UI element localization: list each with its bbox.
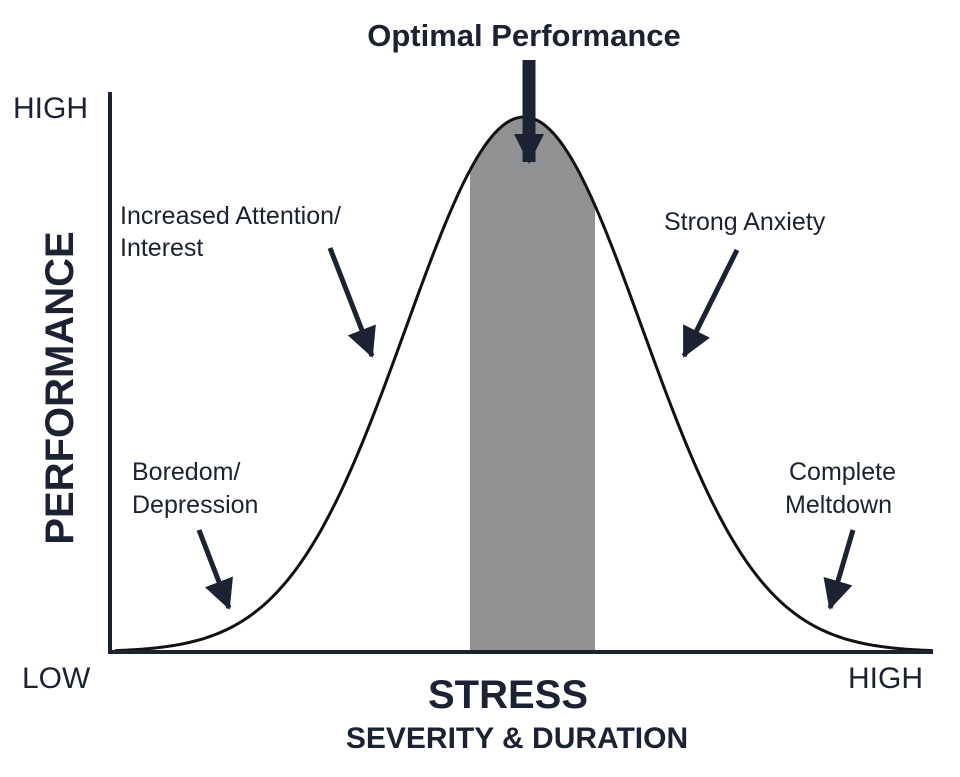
strong-anxiety-label: Strong Anxiety bbox=[664, 208, 826, 236]
x-axis-title: STRESS bbox=[428, 673, 588, 717]
x-axis-high-label: HIGH bbox=[848, 662, 923, 695]
strong-anxiety-arrow bbox=[681, 248, 740, 358]
boredom-label-line2: Depression bbox=[132, 491, 258, 519]
y-axis-low-label: LOW bbox=[22, 662, 91, 695]
boredom-label-line1: Boredom/ bbox=[132, 458, 240, 486]
diagram-title: Optimal Performance bbox=[367, 18, 681, 53]
boredom-arrow bbox=[196, 529, 233, 610]
y-axis-high-label: HIGH bbox=[13, 92, 88, 125]
x-axis-subtitle: SEVERITY & DURATION bbox=[346, 722, 688, 755]
increased-attention-arrow bbox=[327, 247, 376, 358]
y-axis-title: PERFORMANCE bbox=[38, 231, 82, 544]
meltdown-arrow bbox=[823, 529, 856, 610]
increased-attention-label-line2: Interest bbox=[120, 234, 203, 262]
increased-attention-label-line1: Increased Attention/ bbox=[120, 202, 341, 230]
meltdown-label-line2: Meltdown bbox=[785, 491, 892, 519]
optimal-zone bbox=[470, 117, 595, 652]
meltdown-label-line1: Complete bbox=[789, 458, 896, 486]
